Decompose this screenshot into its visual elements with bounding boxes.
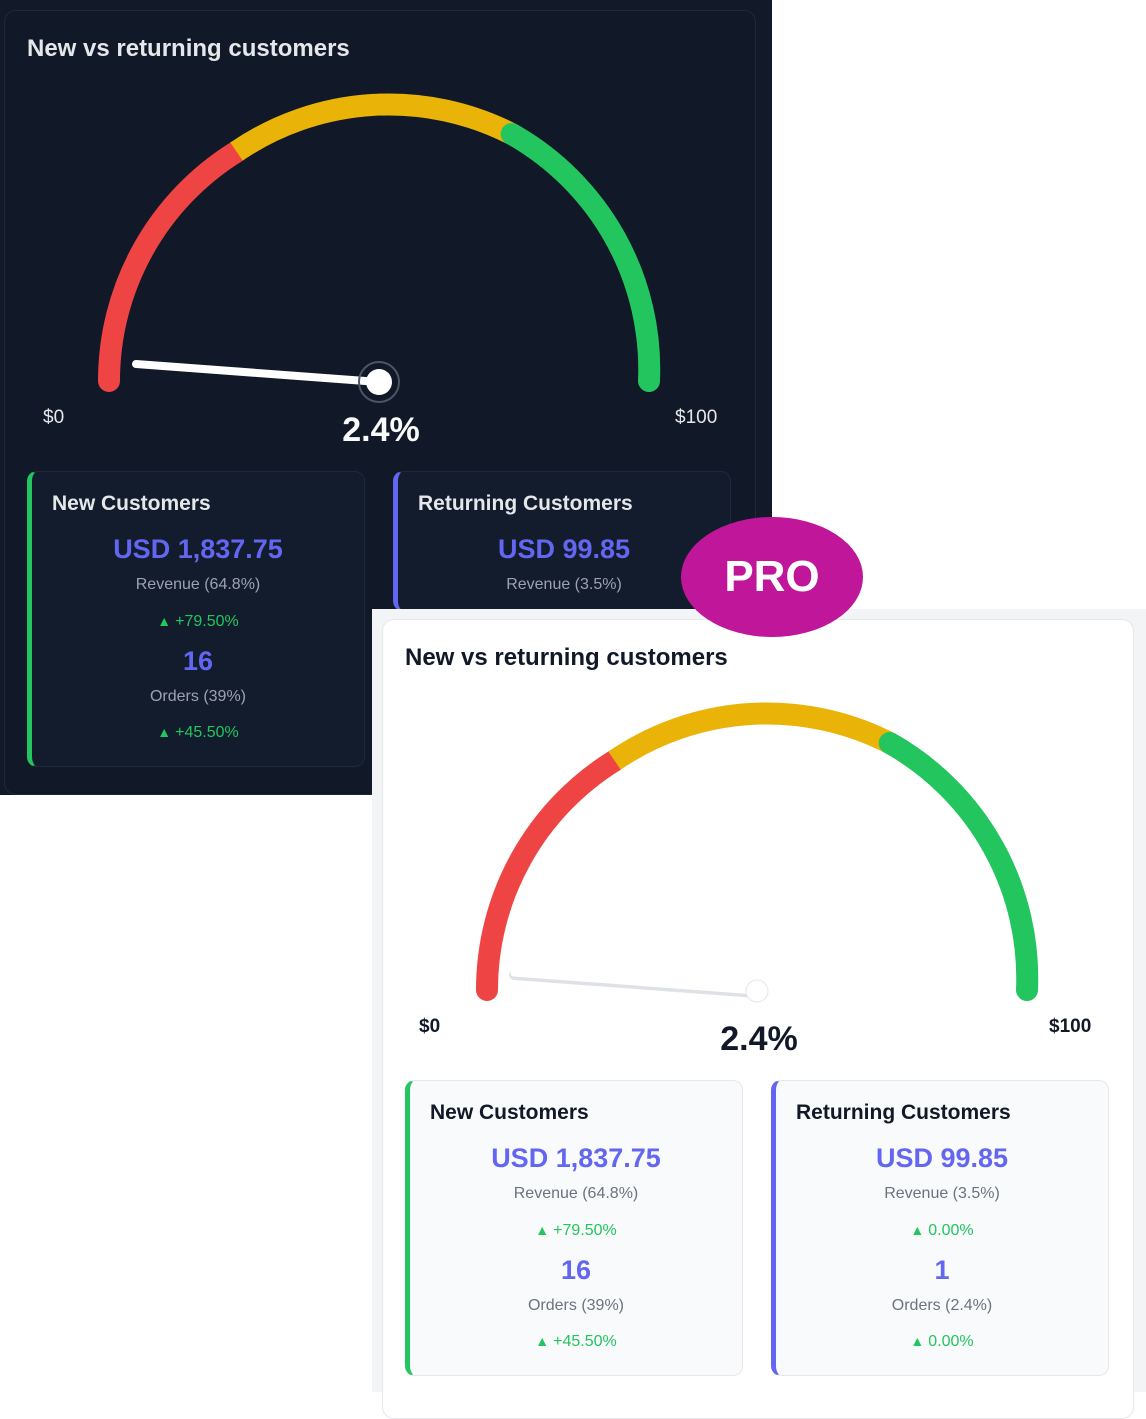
- returning-customers-card: Returning Customers USD 99.85 Revenue (3…: [771, 1080, 1109, 1376]
- up-triangle-icon: ▲: [910, 1222, 925, 1238]
- new-revenue-label: Revenue (64.8%): [135, 576, 261, 593]
- gauge-min-label: $0: [419, 1016, 441, 1037]
- returning-customers-card: Returning Customers USD 99.85 Revenue (3…: [393, 471, 731, 611]
- new-revenue-change-text: +79.50%: [553, 1222, 617, 1239]
- returning-orders-label: Orders (2.4%): [891, 1297, 993, 1314]
- gauge-needle-pivot: [366, 369, 392, 395]
- new-orders-change-text: +45.50%: [553, 1333, 617, 1350]
- new-orders-label: Orders (39%): [527, 1297, 625, 1314]
- returning-revenue-change-text: 0.00%: [928, 1222, 974, 1239]
- card-title: New vs returning customers: [27, 35, 350, 62]
- new-revenue-value: USD 1,837.75: [113, 534, 283, 564]
- returning-revenue-value: USD 99.85: [875, 1143, 1009, 1173]
- dark-theme-panel: New vs returning customers $0 $100 2.4% …: [0, 0, 772, 795]
- returning-revenue-label: Revenue (3.5%): [884, 1185, 1000, 1202]
- gauge-segment-red: [476, 749, 626, 1001]
- gauge-max-label: $100: [675, 407, 718, 428]
- returning-revenue-label: Revenue (3.5%): [506, 576, 622, 593]
- returning-customers-heading: Returning Customers: [796, 1101, 1011, 1124]
- new-customers-heading: New Customers: [52, 492, 211, 515]
- new-revenue-value: USD 1,837.75: [491, 1143, 661, 1173]
- gauge-segment-green: [878, 732, 1039, 1001]
- new-customers-card: New Customers USD 1,837.75 Revenue (64.8…: [405, 1080, 743, 1376]
- new-orders-label: Orders (39%): [149, 688, 247, 705]
- dark-customers-card: New vs returning customers $0 $100 2.4% …: [4, 10, 756, 795]
- up-triangle-icon: ▲: [535, 1222, 550, 1238]
- new-revenue-change-text: +79.50%: [175, 613, 239, 630]
- new-customers-heading: New Customers: [430, 1101, 589, 1124]
- gauge-value: 2.4%: [720, 1020, 798, 1058]
- gauge-needle: [510, 969, 761, 995]
- new-revenue-change: ▲ +79.50%: [410, 1222, 742, 1240]
- gauge-value: 2.4%: [342, 411, 420, 449]
- gauge-chart: [98, 93, 661, 403]
- new-orders-change: ▲ +45.50%: [410, 1333, 742, 1351]
- gauge-min-label: $0: [43, 407, 65, 428]
- returning-orders-change-text: 0.00%: [928, 1333, 974, 1350]
- card-title: New vs returning customers: [405, 644, 728, 671]
- up-triangle-icon: ▲: [157, 724, 172, 740]
- gauge-segment-yellow: [230, 93, 517, 161]
- gauge-needle-pivot: [745, 979, 769, 1003]
- new-orders-value: 16: [560, 1255, 592, 1285]
- new-orders-value: 16: [182, 646, 214, 676]
- pro-badge: PRO: [681, 517, 863, 637]
- light-customers-card: New vs returning customers $0 $100 2.4% …: [382, 619, 1134, 1419]
- gauge-segment-yellow: [608, 702, 895, 770]
- gauge-max-label: $100: [1049, 1016, 1092, 1037]
- returning-revenue-value: USD 99.85: [497, 534, 631, 564]
- gauge-segment-red: [98, 140, 248, 392]
- new-revenue-label: Revenue (64.8%): [513, 1185, 639, 1202]
- up-triangle-icon: ▲: [157, 613, 172, 629]
- new-orders-change: ▲ +45.50%: [32, 724, 364, 742]
- returning-revenue-change: ▲ 0.00%: [776, 1222, 1108, 1240]
- light-theme-panel: New vs returning customers $0 $100 2.4% …: [372, 609, 1146, 1419]
- returning-orders-change: ▲ 0.00%: [776, 1333, 1108, 1351]
- new-orders-change-text: +45.50%: [175, 724, 239, 741]
- gauge-chart: [476, 702, 1039, 1003]
- returning-customers-heading: Returning Customers: [418, 492, 633, 515]
- gauge-needle: [132, 360, 383, 386]
- gauge-segment-green: [500, 123, 661, 392]
- gauge-needle-pivot-ring: [358, 361, 400, 403]
- up-triangle-icon: ▲: [535, 1333, 550, 1349]
- new-revenue-change: ▲ +79.50%: [32, 613, 364, 631]
- returning-orders-value: 1: [934, 1255, 950, 1285]
- new-customers-card: New Customers USD 1,837.75 Revenue (64.8…: [27, 471, 365, 767]
- up-triangle-icon: ▲: [910, 1333, 925, 1349]
